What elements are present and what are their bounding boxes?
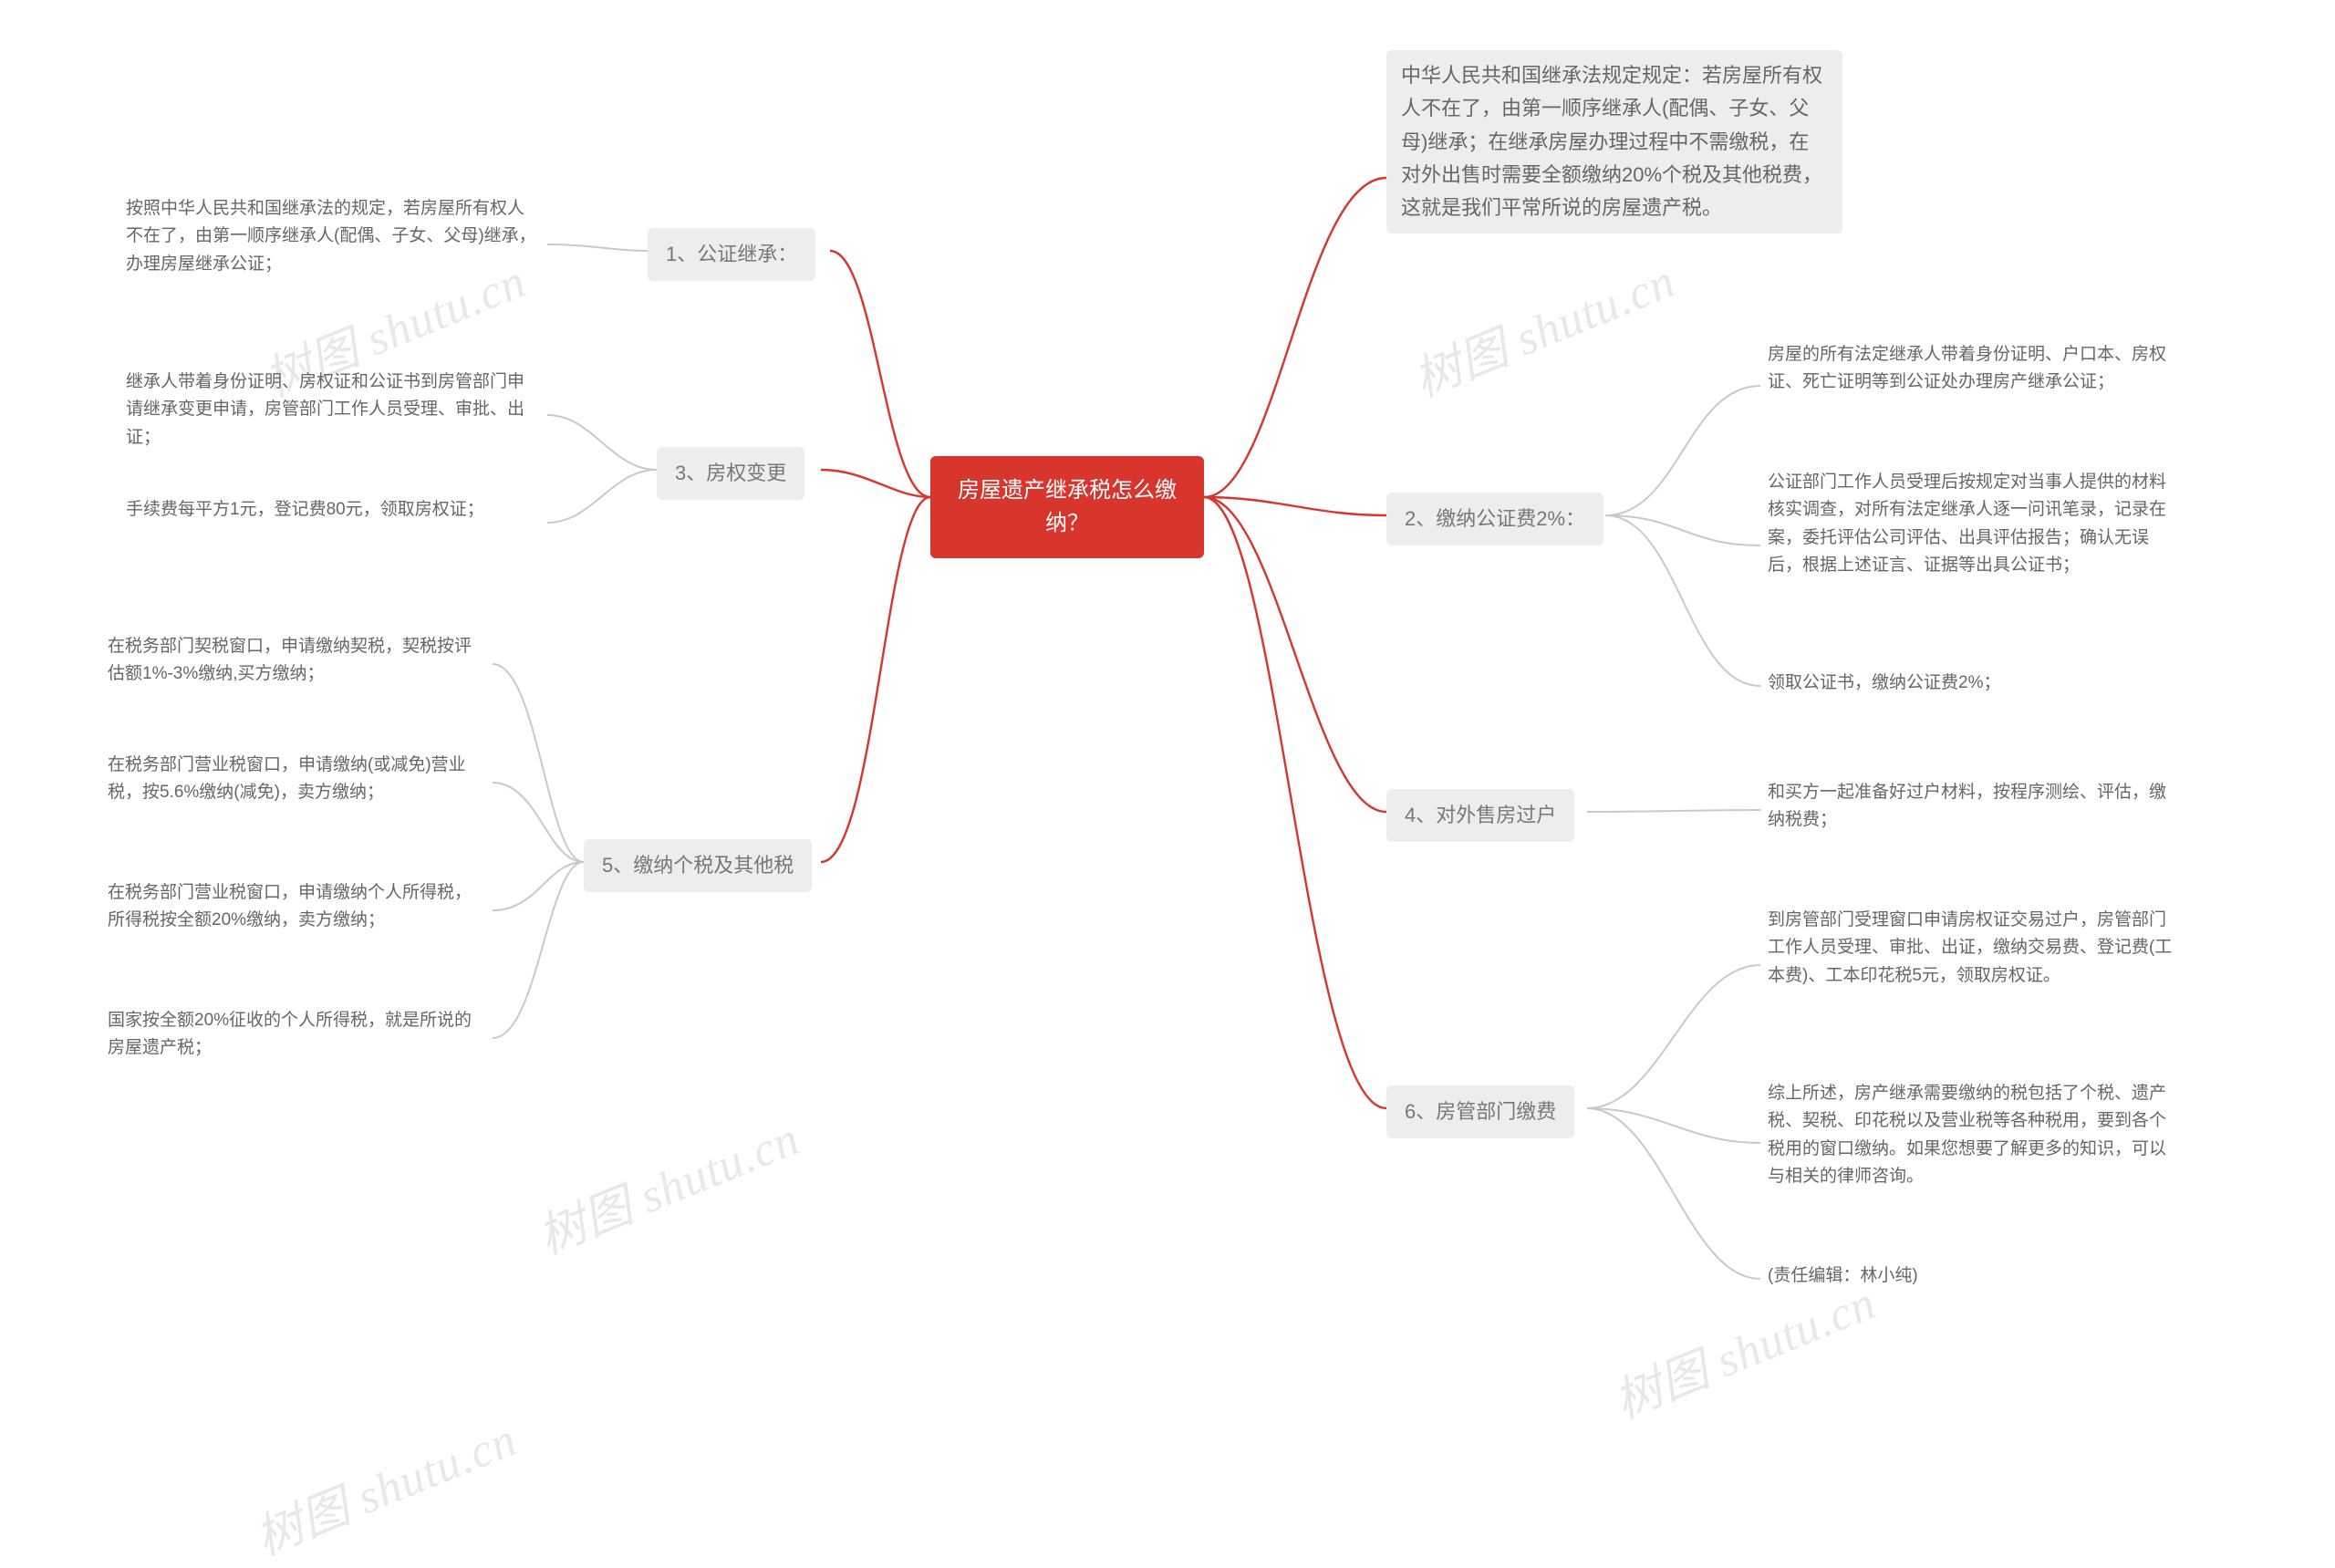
branch-node-2[interactable]: 2、缴纳公证费2%： (1386, 493, 1603, 545)
leaf-b2l3: 领取公证书，缴纳公证费2%； (1760, 666, 2180, 701)
leaf-b2l2: 公证部门工作人员受理后按规定对当事人提供的材料核实调查，对所有法定继承人逐一问讯… (1760, 465, 2180, 584)
intro-leaf: 中华人民共和国继承法规定规定：若房屋所有权人不在了，由第一顺序继承人(配偶、子女… (1386, 50, 1842, 234)
leaf-b3l1: 继承人带着身份证明、房权证和公证书到房管部门申请继承变更申请，房管部门工作人员受… (119, 365, 547, 455)
branch-node-4[interactable]: 4、对外售房过户 (1386, 789, 1574, 842)
watermark: 树图 shutu.cn (244, 1401, 525, 1568)
watermark: 树图 shutu.cn (526, 1100, 808, 1267)
leaf-b2l1: 房屋的所有法定继承人带着身份证明、户口本、房权证、死亡证明等到公证处办理房产继承… (1760, 337, 2180, 400)
root-node[interactable]: 房屋遗产继承税怎么缴纳？ (930, 456, 1204, 558)
leaf-b5l4: 国家按全额20%征收的个人所得税，就是所说的房屋遗产税； (100, 1003, 493, 1066)
watermark: 树图 shutu.cn (1402, 243, 1684, 410)
branch-node-3[interactable]: 3、房权变更 (657, 447, 804, 500)
mindmap-canvas: 树图 shutu.cn 树图 shutu.cn 树图 shutu.cn 树图 s… (0, 0, 2335, 1529)
leaf-b1l1: 按照中华人民共和国继承法的规定，若房屋所有权人不在了，由第一顺序继承人(配偶、子… (119, 192, 547, 282)
branch-node-1[interactable]: 1、公证继承： (648, 228, 815, 281)
branch-node-6[interactable]: 6、房管部门缴费 (1386, 1085, 1574, 1138)
leaf-b3l2: 手续费每平方1元，登记费80元，领取房权证； (119, 493, 547, 527)
branch-node-5[interactable]: 5、缴纳个税及其他税 (584, 839, 812, 892)
leaf-b4l1: 和买方一起准备好过户材料，按程序测绘、评估，缴纳税费； (1760, 775, 2180, 838)
leaf-b6l3: (责任编辑：林小纯) (1760, 1259, 2034, 1293)
leaf-b6l1: 到房管部门受理窗口申请房权证交易过户，房管部门工作人员受理、审批、出证，缴纳交易… (1760, 903, 2180, 993)
leaf-b5l1: 在税务部门契税窗口，申请缴纳契税，契税按评估额1%-3%缴纳,买方缴纳； (100, 629, 493, 692)
leaf-b5l2: 在税务部门营业税窗口，申请缴纳(或减免)营业税，按5.6%缴纳(减免)，卖方缴纳… (100, 748, 493, 811)
leaf-b6l2: 综上所述，房产继承需要缴纳的税包括了个税、遗产税、契税、印花税以及营业税等各种税… (1760, 1076, 2180, 1195)
leaf-b5l3: 在税务部门营业税窗口，申请缴纳个人所得税，所得税按全额20%缴纳，卖方缴纳； (100, 876, 493, 939)
